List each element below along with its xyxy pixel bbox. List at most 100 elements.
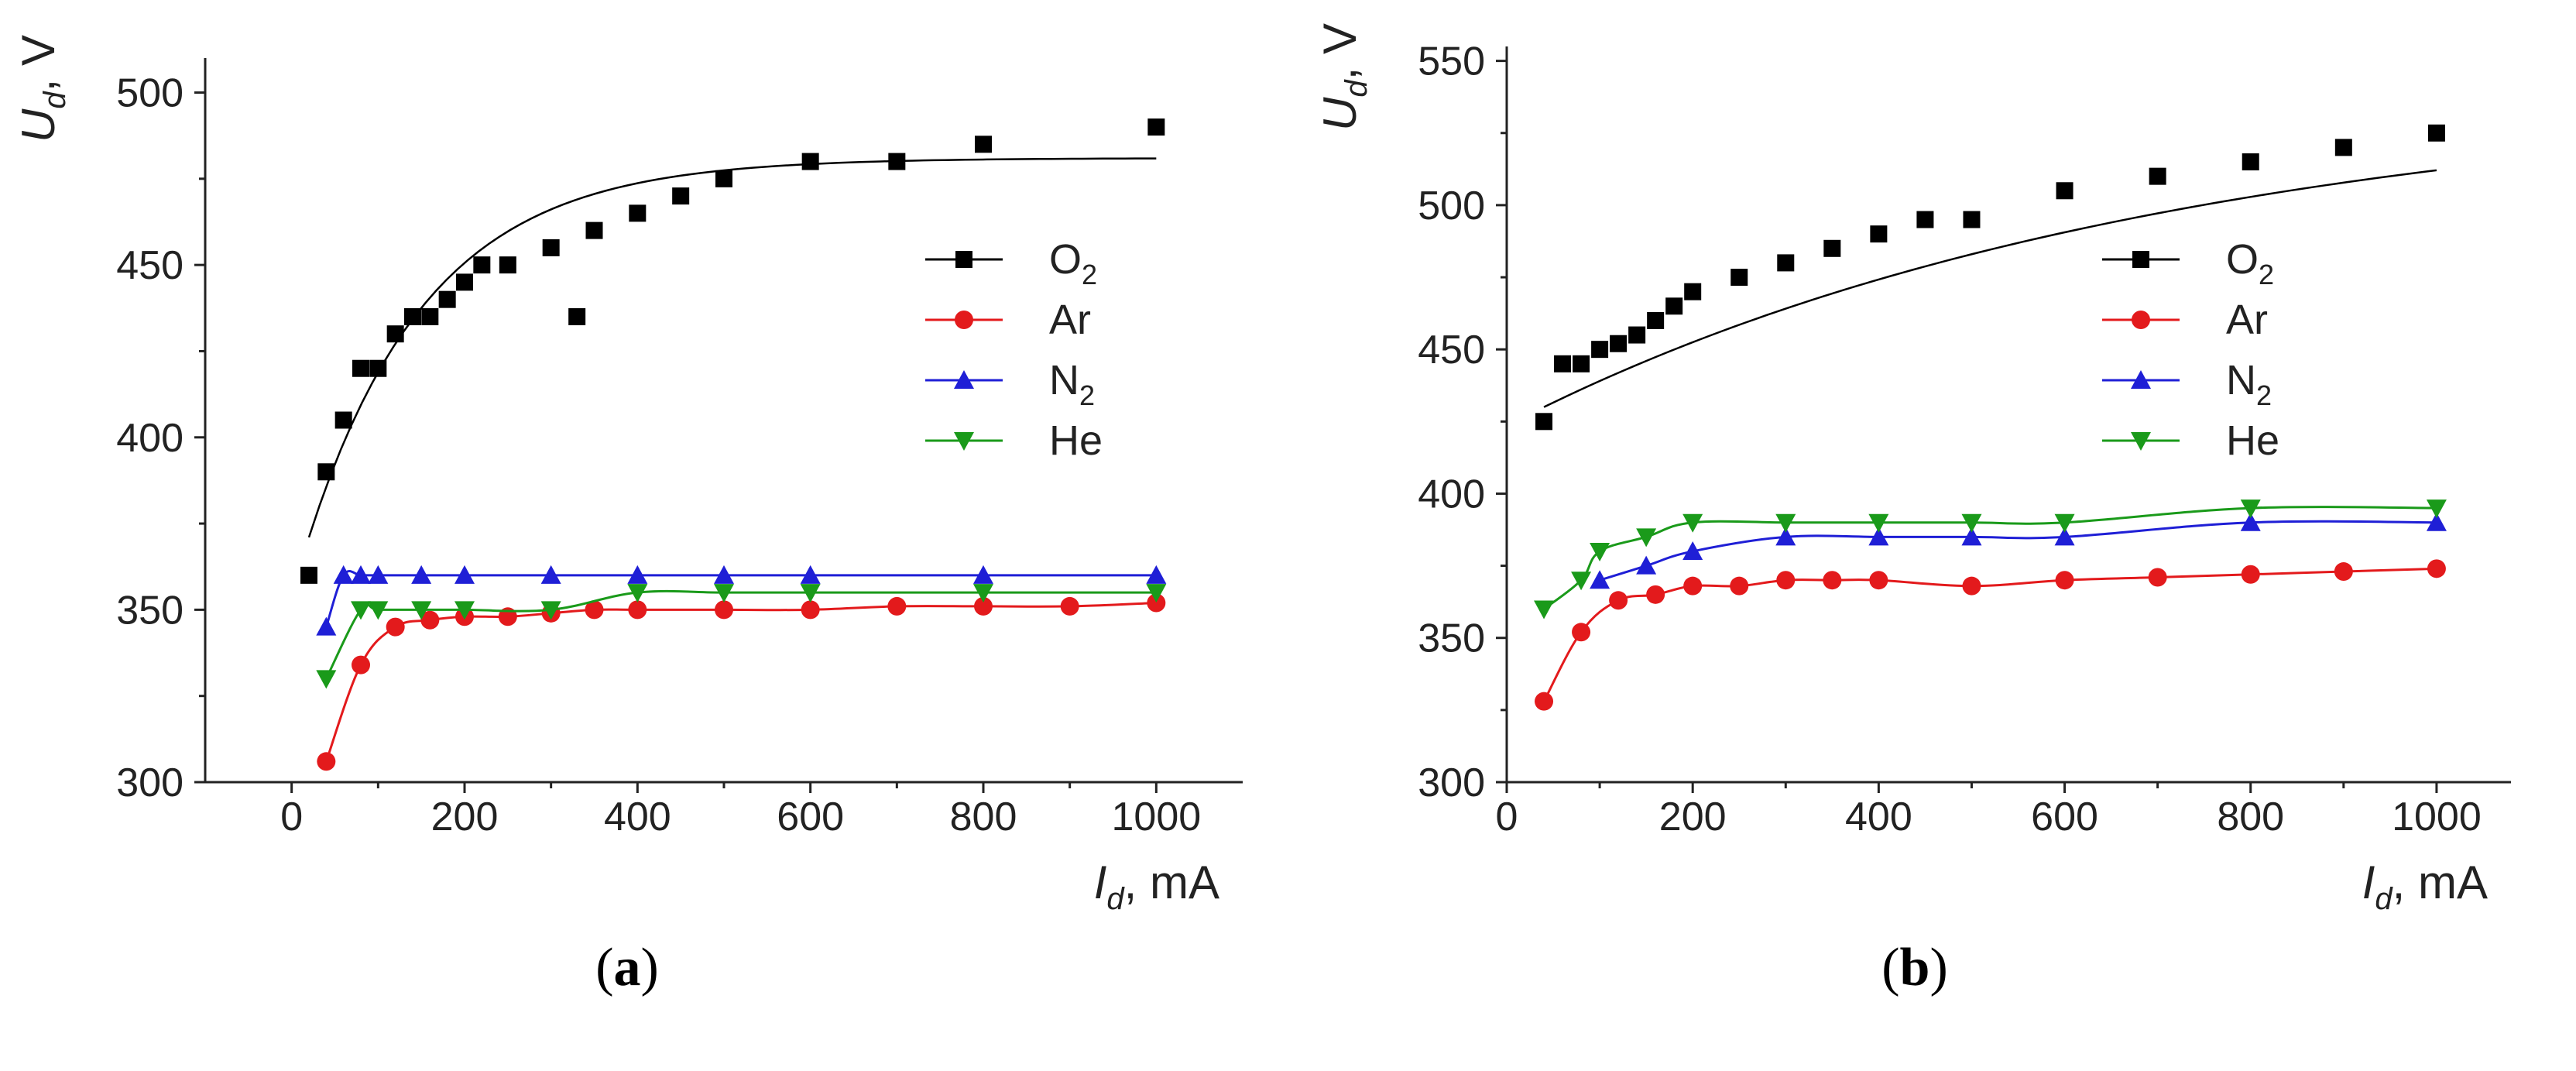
x-tick-label: 0 (1496, 795, 1518, 839)
data-point (333, 565, 354, 584)
series-Ar (317, 593, 1166, 771)
data-point (420, 610, 440, 630)
legend-marker (954, 370, 974, 389)
x-tick-label: 200 (1659, 795, 1727, 839)
data-point (2427, 559, 2446, 578)
data-point (800, 565, 821, 584)
y-tick-label: 300 (1418, 760, 1485, 805)
data-point (454, 601, 475, 620)
data-point (386, 617, 405, 637)
y-axis-title: Ud, V (12, 35, 72, 142)
data-point (1147, 593, 1166, 613)
data-point (300, 566, 317, 584)
data-point (368, 565, 389, 584)
legend-item: N2 (925, 357, 1095, 411)
data-point (1591, 341, 1609, 359)
data-point (1916, 211, 1934, 228)
series-O2 (1535, 124, 2445, 431)
data-point (438, 290, 456, 308)
data-point (1146, 565, 1167, 584)
data-point (1571, 572, 1592, 591)
series-line (1543, 169, 2437, 408)
data-point (334, 411, 352, 429)
legend-item: O2 (925, 236, 1097, 290)
legend-marker (2132, 251, 2149, 268)
x-tick-label: 800 (950, 795, 1017, 839)
data-point (540, 601, 561, 620)
series-line (1599, 520, 2437, 582)
series-line (307, 157, 1157, 538)
legend-marker (2132, 311, 2150, 329)
data-point (1647, 311, 1665, 329)
data-point (801, 600, 820, 620)
data-point (1146, 584, 1167, 603)
x-axis-title: Id, mA (2362, 856, 2488, 916)
data-point (714, 584, 734, 603)
data-point (1636, 555, 1657, 575)
y-tick-label: 450 (116, 243, 184, 288)
y-tick-label: 350 (116, 588, 184, 633)
data-point (1573, 355, 1590, 372)
data-point (627, 584, 648, 603)
data-point (585, 221, 603, 239)
data-point (352, 655, 370, 675)
x-tick-label: 200 (431, 795, 499, 839)
legend-item: N2 (2102, 357, 2272, 411)
y-tick-label: 550 (1418, 39, 1485, 84)
data-point (1870, 225, 1888, 243)
data-point (1868, 527, 1889, 546)
legend-item: O2 (2102, 236, 2274, 290)
legend-label: He (1049, 417, 1103, 464)
series-line (1542, 567, 2437, 702)
legend-label: O2 (2226, 236, 2274, 290)
data-point (1683, 576, 1703, 596)
data-point (2426, 512, 2447, 531)
series-line (324, 601, 1157, 762)
data-point (1590, 570, 1610, 589)
data-point (1665, 297, 1683, 315)
legend-marker (955, 251, 972, 268)
legend-item: Ar (2102, 297, 2268, 343)
data-point (1060, 596, 1079, 616)
legend-marker (2131, 432, 2151, 451)
y-axis-title: Ud, V (1314, 23, 1374, 131)
legend-label: O2 (1049, 236, 1097, 290)
data-point (973, 584, 993, 603)
data-point (2054, 513, 2075, 533)
chart-b: 300 350 400 450 500 550 0 200 400 600 800 1000 Id, m… (1314, 23, 2511, 916)
data-point (1775, 527, 1796, 546)
data-point (456, 273, 473, 291)
data-point (1961, 527, 1982, 546)
data-point (454, 565, 475, 584)
legend-item: Ar (925, 297, 1091, 343)
legend-label: He (2226, 417, 2279, 464)
data-point (1823, 571, 1842, 590)
x-tick-label: 1000 (1111, 795, 1201, 839)
data-point (1535, 692, 1554, 711)
data-point (2427, 124, 2445, 142)
data-point (369, 359, 387, 377)
data-point (473, 256, 491, 274)
data-point (1684, 283, 1702, 300)
data-point (1777, 254, 1795, 272)
data-point (629, 204, 647, 222)
y-tick-label: 400 (116, 416, 184, 461)
legend-marker (2131, 370, 2151, 389)
data-point (540, 565, 561, 584)
data-point (2054, 527, 2075, 546)
data-point (1962, 576, 1981, 596)
data-point (1147, 118, 1165, 136)
data-point (1730, 576, 1749, 596)
data-point (1572, 623, 1591, 642)
axes: 300 350 400 450 500 0 200 400 600 800 1000 (116, 58, 1243, 839)
x-tick-label: 800 (2217, 795, 2284, 839)
x-axis-title: Id, mA (1094, 856, 1219, 916)
data-point (351, 601, 371, 620)
data-point (352, 359, 369, 377)
data-point (421, 307, 439, 325)
data-point (1961, 513, 1982, 533)
data-point (1554, 355, 1572, 372)
data-point (386, 325, 404, 343)
data-point (714, 565, 734, 584)
data-point (1682, 513, 1703, 533)
